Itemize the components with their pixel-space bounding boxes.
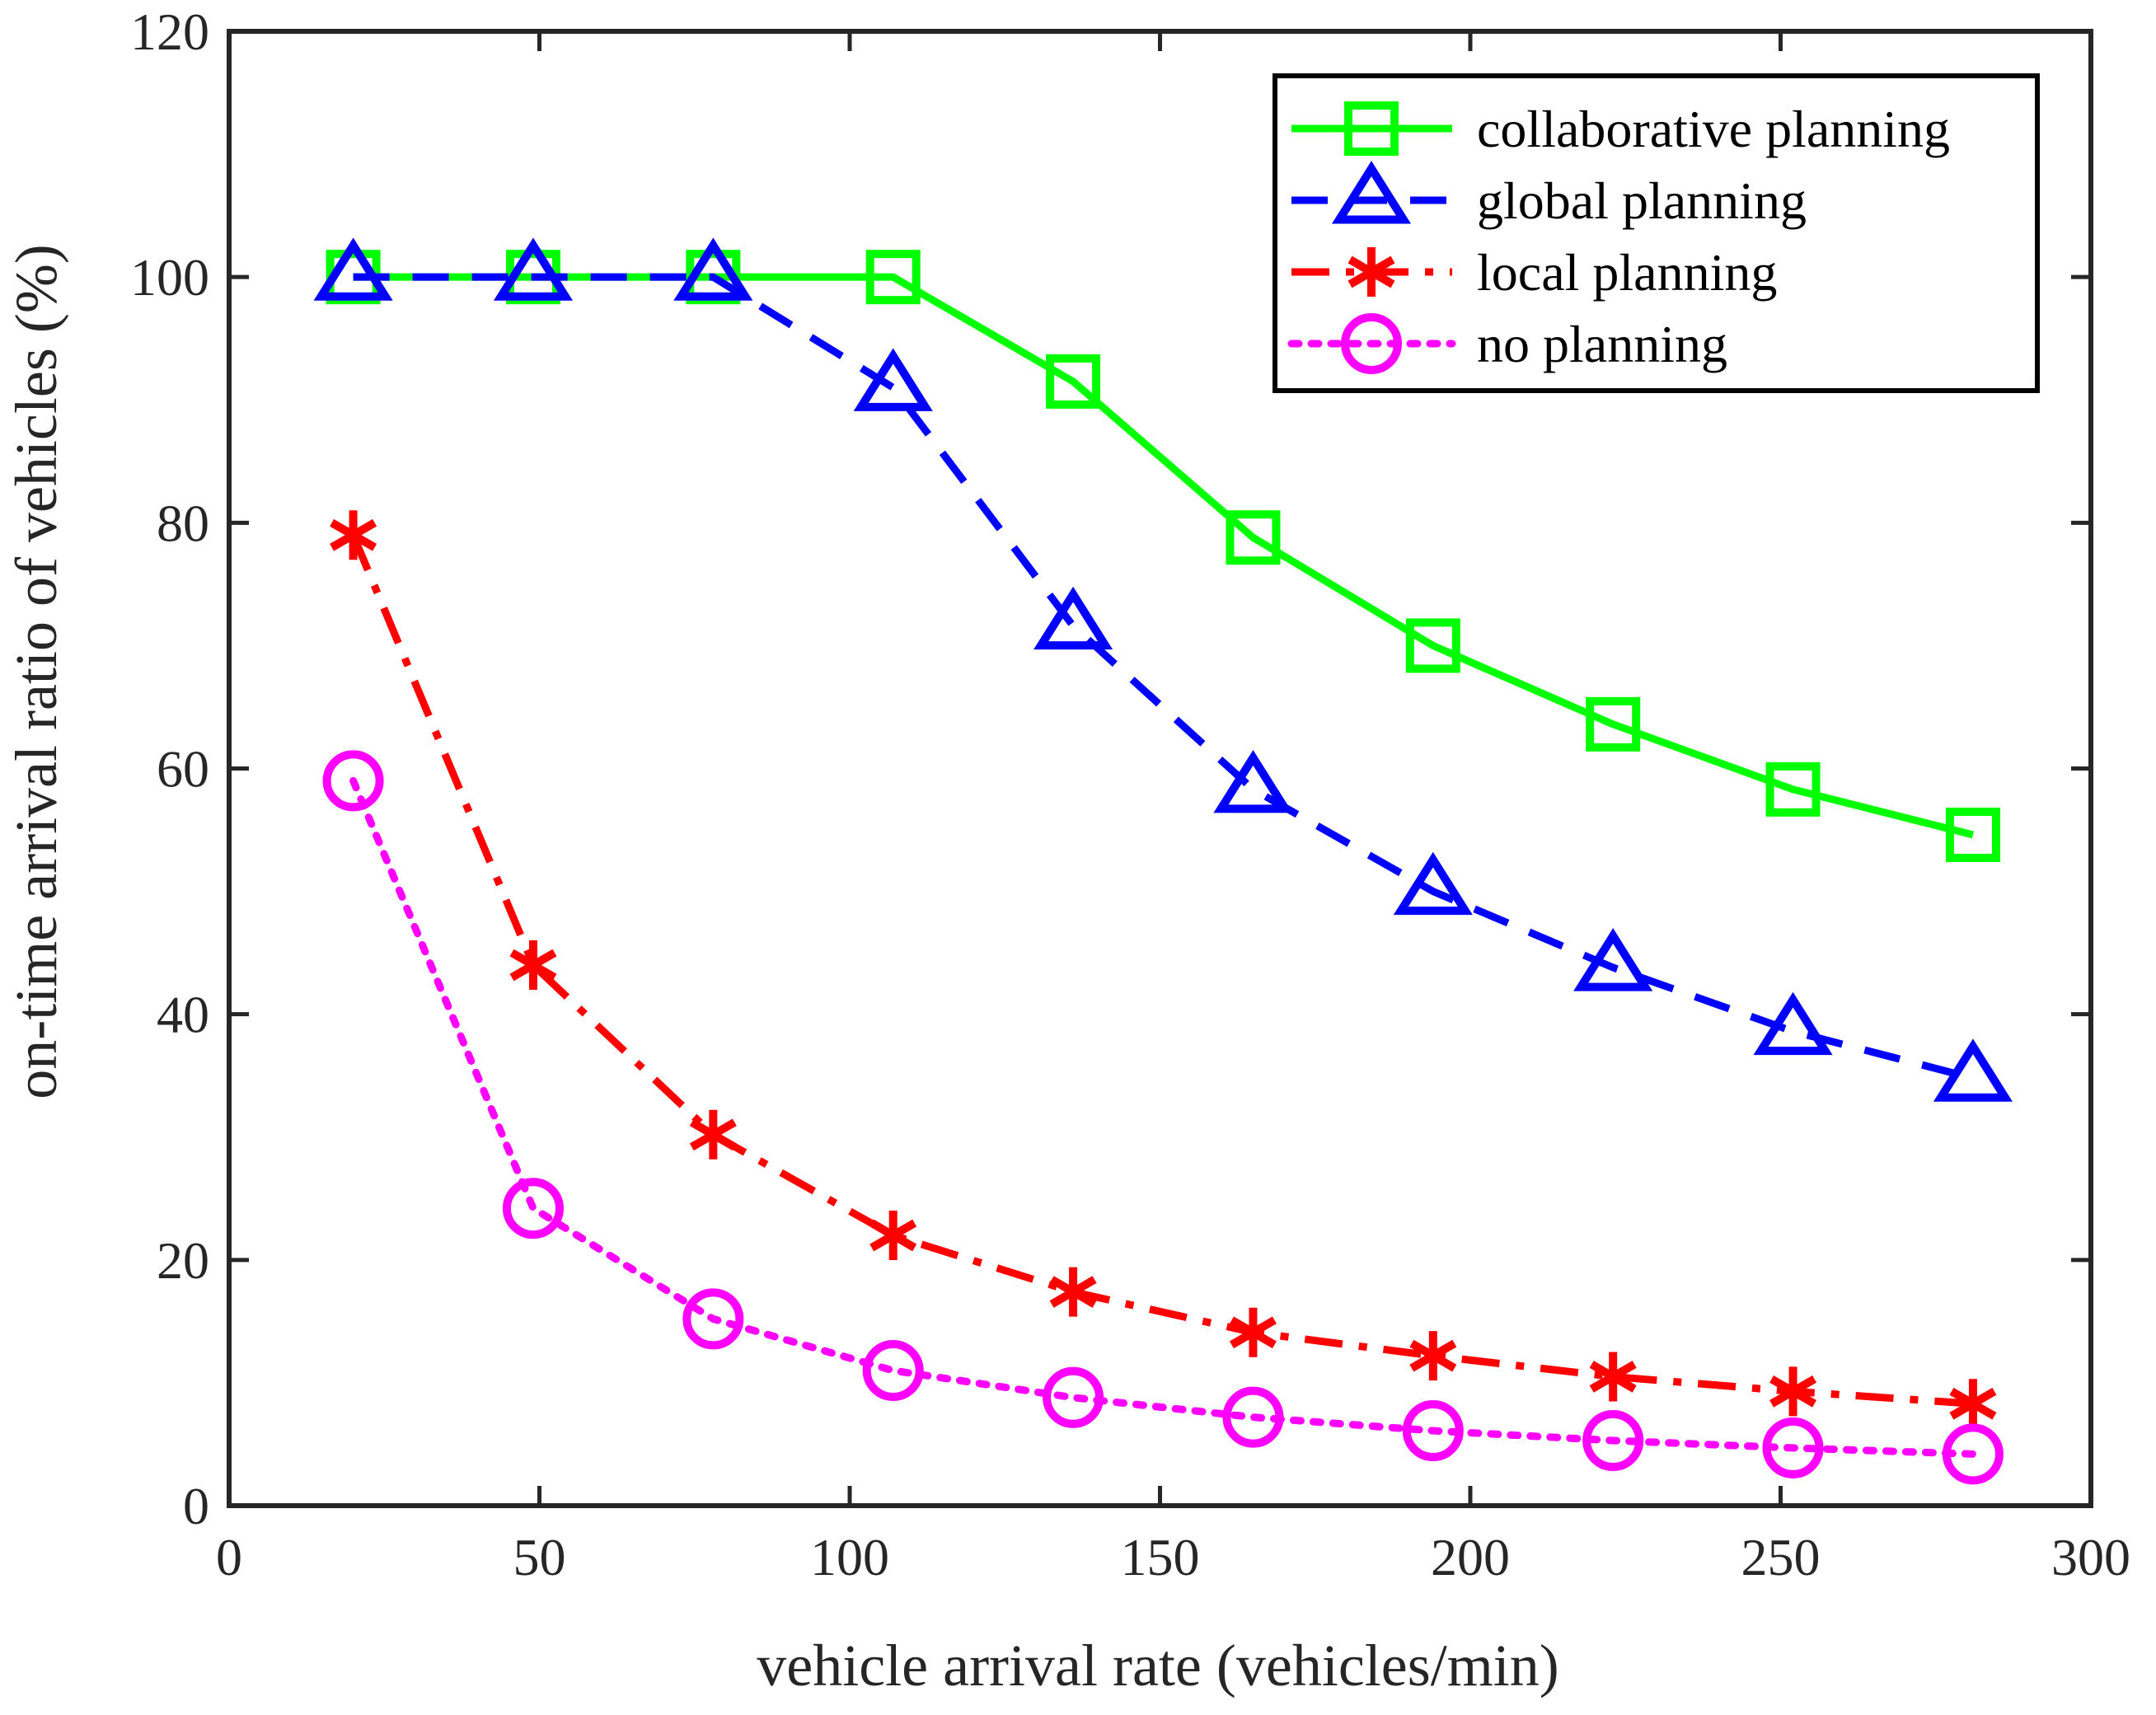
data-point-stroke (1589, 1361, 1637, 1393)
data-point (322, 750, 384, 812)
y-tick-label: 40 (157, 986, 209, 1044)
series-line (349, 533, 1974, 1408)
legend-marker (1331, 161, 1412, 224)
data-point (1405, 618, 1460, 673)
series-local-planning (330, 510, 1997, 1429)
data-point-stroke (689, 1118, 737, 1151)
legend-item: local planning (1291, 243, 1777, 302)
legend-marker-stroke (1348, 255, 1395, 288)
series-line (349, 776, 1977, 1458)
legend-item: collaborative planning (1291, 100, 1950, 158)
legend: collaborative planning global planning loc… (1273, 73, 2040, 393)
legend-marker (1348, 247, 1395, 297)
data-point (1409, 1331, 1457, 1381)
data-point (1393, 851, 1473, 916)
legend-item: global planning (1291, 161, 1807, 230)
x-tick-label: 200 (1431, 1528, 1510, 1586)
plot-area (313, 237, 2013, 1485)
series-line (353, 273, 1975, 1082)
y-tick-label: 100 (130, 248, 209, 307)
legend-marker (1341, 313, 1402, 374)
data-point-stroke (1769, 1375, 1817, 1408)
y-axis-title: on-time arrival ratio of vehicles (%) (3, 244, 69, 1099)
data-point (853, 348, 933, 411)
series-global-planning (313, 237, 2013, 1102)
data-point (673, 237, 753, 301)
x-tick-label: 0 (216, 1528, 242, 1586)
data-point (865, 250, 921, 305)
data-point (1222, 1386, 1284, 1448)
data-point (1762, 1417, 1824, 1478)
data-point (502, 1178, 564, 1239)
data-point (1945, 808, 2000, 863)
data-point (1033, 586, 1113, 650)
data-point (1753, 991, 1833, 1056)
data-point (509, 940, 557, 991)
data-point (682, 1288, 744, 1350)
data-point (1213, 750, 1293, 813)
data-point-stroke (509, 949, 557, 982)
data-point-stroke (1409, 1339, 1457, 1372)
x-tick-label: 150 (1121, 1528, 1200, 1586)
legend-item: no planning (1287, 313, 1727, 374)
x-tick-label: 100 (810, 1528, 889, 1586)
y-tick-label: 20 (157, 1231, 209, 1290)
data-point (689, 1109, 737, 1160)
y-tick-label: 0 (183, 1477, 209, 1535)
series-no-planning (322, 750, 2004, 1485)
axes: 0 50 100 150 200 250 300 0 20 40 60 80 100 120 (130, 2, 2130, 1586)
x-axis-title: vehicle arrival rate (vehicles/min) (757, 1633, 1559, 1699)
data-point (313, 237, 393, 301)
data-point (330, 510, 377, 560)
data-point (862, 1340, 924, 1402)
data-point-stroke (1229, 1316, 1277, 1349)
data-point (1586, 696, 1641, 752)
data-point (1933, 1038, 2013, 1102)
data-point (1046, 354, 1101, 409)
data-point (1229, 1307, 1277, 1357)
x-tick-label: 300 (2051, 1528, 2130, 1586)
data-point (1765, 761, 1821, 817)
data-point (1942, 1423, 2004, 1485)
data-point-stroke (1049, 1276, 1097, 1308)
legend-marker (1344, 101, 1399, 156)
data-point (1043, 1366, 1104, 1428)
data-point-stroke (1949, 1387, 1997, 1420)
data-point-stroke (330, 518, 377, 551)
y-tick-label: 60 (157, 740, 209, 799)
legend-label: global planning (1477, 171, 1807, 230)
legend-label: local planning (1477, 243, 1777, 302)
data-point-stroke (869, 1219, 917, 1252)
y-tick-label: 80 (157, 494, 209, 552)
data-point (1769, 1366, 1817, 1417)
data-point (869, 1211, 917, 1261)
x-tick-label: 50 (513, 1528, 566, 1586)
data-point (493, 237, 574, 301)
data-point (1582, 1409, 1644, 1471)
y-tick-label: 120 (130, 2, 209, 61)
data-point (1573, 928, 1653, 991)
data-point (1949, 1379, 1997, 1429)
data-point (1049, 1267, 1097, 1317)
x-tick-label: 250 (1741, 1528, 1821, 1586)
legend-label: no planning (1477, 315, 1727, 373)
data-point (1226, 510, 1281, 565)
data-point (1402, 1400, 1464, 1462)
data-point (1589, 1352, 1637, 1402)
legend-label: collaborative planning (1477, 100, 1950, 158)
